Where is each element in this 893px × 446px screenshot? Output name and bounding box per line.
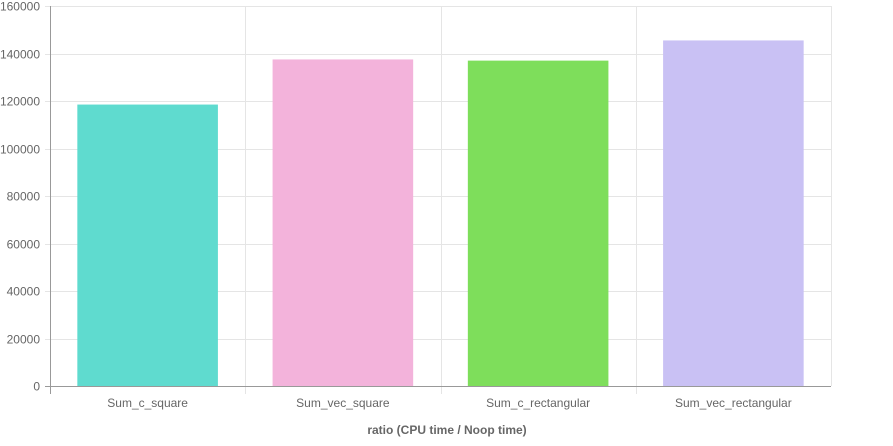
bar-sum-c-rectangular: [467, 60, 609, 386]
y-tick-label: 20000: [7, 333, 41, 347]
axes: [45, 6, 831, 394]
y-tick-label: 120000: [0, 95, 40, 109]
y-tick-label: 60000: [7, 238, 41, 252]
y-tick-label: 160000: [0, 0, 40, 14]
x-tick-label: Sum_c_rectangular: [486, 396, 590, 410]
y-tick-label: 40000: [7, 285, 41, 299]
bar-sum-c-square: [77, 104, 218, 386]
x-axis-title: ratio (CPU time / Noop time): [367, 423, 526, 437]
y-tick-label: 80000: [7, 190, 41, 204]
bars: [77, 40, 804, 386]
x-tick-label: Sum_vec_rectangular: [675, 396, 792, 410]
y-tick-label: 100000: [0, 143, 40, 157]
bar-sum-vec-square: [272, 59, 414, 386]
x-tick-labels: Sum_c_square Sum_vec_square Sum_c_rectangu…: [107, 396, 791, 410]
y-tick-label: 140000: [0, 48, 40, 62]
x-tick-label: Sum_c_square: [107, 396, 188, 410]
y-tick-label: 0: [33, 380, 40, 394]
y-tick-labels: 0 20000 40000 60000 80000 100000 120000 140000 1…: [0, 0, 40, 394]
x-tick-label: Sum_vec_square: [296, 396, 390, 410]
bar-sum-vec-rectangular: [663, 40, 804, 386]
